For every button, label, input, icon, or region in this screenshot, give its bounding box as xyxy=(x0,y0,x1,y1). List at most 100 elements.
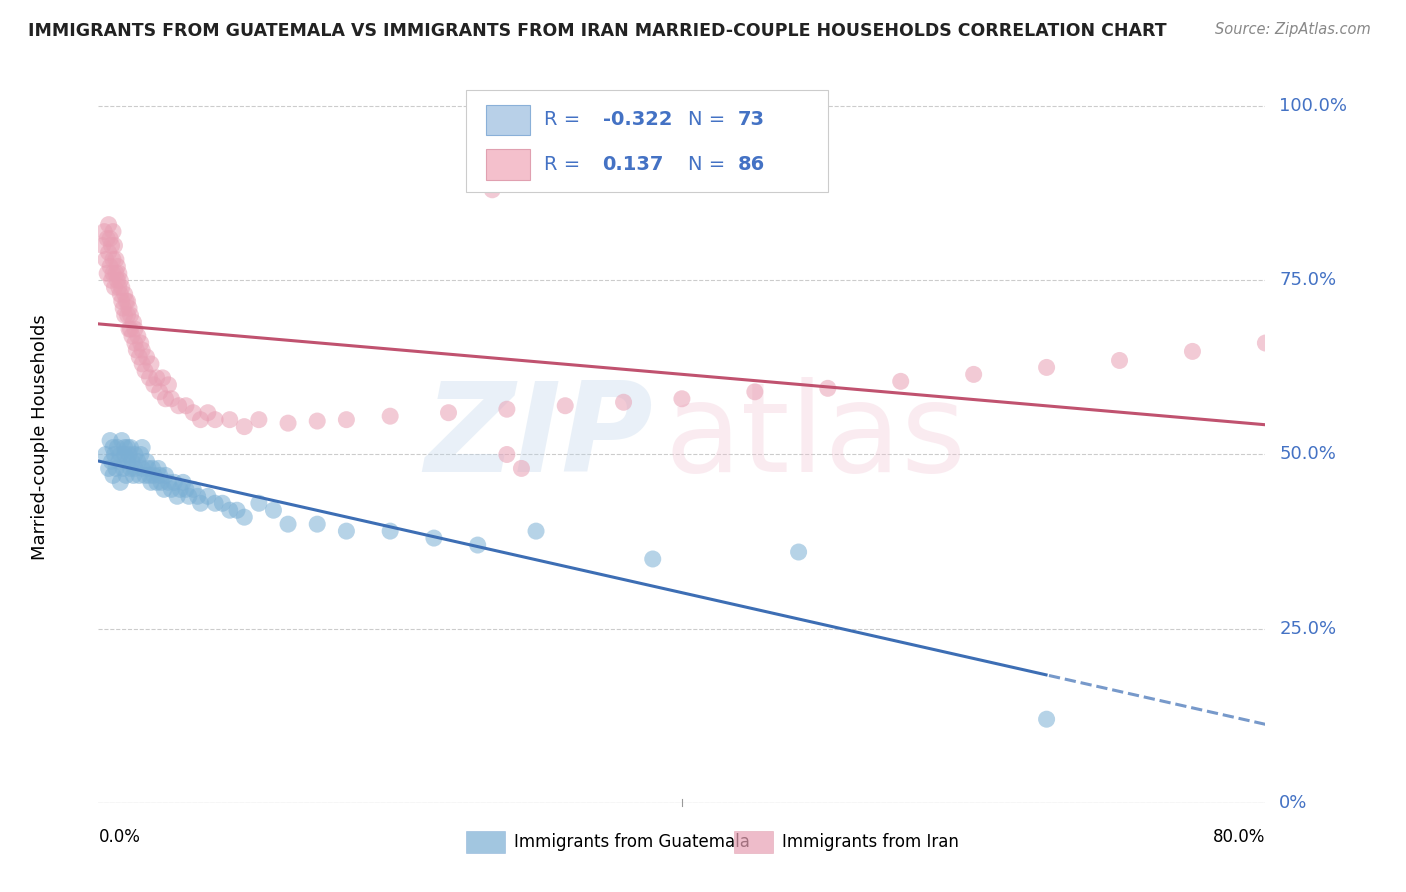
Point xyxy=(128,468,150,483)
Point xyxy=(142,377,165,392)
Point xyxy=(1108,353,1130,368)
Point xyxy=(112,301,135,316)
Point xyxy=(155,468,177,483)
Point xyxy=(124,322,146,336)
Point xyxy=(152,371,174,385)
Point xyxy=(204,496,226,510)
Point xyxy=(174,483,197,497)
Point xyxy=(91,238,114,252)
Point xyxy=(1035,712,1057,726)
Point xyxy=(190,412,212,426)
Point xyxy=(218,503,240,517)
Point xyxy=(157,377,180,392)
Point xyxy=(149,468,172,483)
Point xyxy=(127,329,149,343)
Text: ZIP: ZIP xyxy=(425,376,652,498)
Point xyxy=(139,357,162,371)
Point xyxy=(117,441,139,455)
Point xyxy=(172,475,194,490)
Point xyxy=(120,322,142,336)
Point xyxy=(110,475,132,490)
Point xyxy=(131,441,153,455)
Point xyxy=(98,231,121,245)
Point xyxy=(96,231,118,245)
Point xyxy=(247,412,270,426)
Point xyxy=(97,245,120,260)
Point xyxy=(110,273,132,287)
Text: 0%: 0% xyxy=(1279,794,1308,812)
Point xyxy=(103,238,125,252)
Text: 25.0%: 25.0% xyxy=(1279,620,1337,638)
Point xyxy=(481,183,503,197)
Point xyxy=(121,454,143,468)
Point xyxy=(467,538,489,552)
Point xyxy=(100,454,122,468)
Point xyxy=(181,406,204,420)
Point xyxy=(135,454,157,468)
Point xyxy=(524,524,547,538)
Point xyxy=(612,395,634,409)
Text: Married-couple Households: Married-couple Households xyxy=(31,314,49,560)
Point xyxy=(115,294,138,309)
Point xyxy=(307,414,329,428)
Point xyxy=(101,225,124,239)
Point xyxy=(124,336,146,351)
Point xyxy=(335,524,357,538)
Point xyxy=(181,483,204,497)
Point xyxy=(108,266,131,280)
FancyBboxPatch shape xyxy=(734,830,773,853)
Point xyxy=(641,552,664,566)
Point xyxy=(129,448,152,462)
Text: R =: R = xyxy=(544,111,586,129)
Point xyxy=(94,448,117,462)
Text: 75.0%: 75.0% xyxy=(1279,271,1337,289)
Point xyxy=(121,329,143,343)
Point xyxy=(135,350,157,364)
Point xyxy=(141,461,163,475)
Point xyxy=(671,392,693,406)
Point xyxy=(104,461,127,475)
Point xyxy=(101,252,124,267)
Text: 73: 73 xyxy=(738,111,765,129)
Point xyxy=(496,402,519,417)
Point xyxy=(103,448,125,462)
Point xyxy=(117,308,139,322)
Point xyxy=(105,273,128,287)
Point xyxy=(380,409,402,424)
Point xyxy=(115,468,138,483)
Point xyxy=(117,294,139,309)
Point xyxy=(100,273,122,287)
Point xyxy=(335,412,357,426)
Point xyxy=(101,441,124,455)
Point xyxy=(110,287,132,301)
Point xyxy=(129,336,152,351)
Point xyxy=(114,287,136,301)
Point xyxy=(146,475,169,490)
Point xyxy=(142,468,165,483)
Point xyxy=(817,381,839,395)
Point xyxy=(97,218,120,232)
Point xyxy=(197,406,219,420)
Point xyxy=(105,441,128,455)
Point xyxy=(233,510,256,524)
Point xyxy=(110,448,132,462)
Point xyxy=(118,322,141,336)
Point xyxy=(120,441,142,455)
Point xyxy=(108,454,131,468)
Point xyxy=(197,489,219,503)
Text: R =: R = xyxy=(544,155,593,174)
Point xyxy=(190,496,212,510)
Point xyxy=(174,399,197,413)
Point xyxy=(138,371,160,385)
Text: 50.0%: 50.0% xyxy=(1279,445,1336,464)
Point xyxy=(93,225,115,239)
FancyBboxPatch shape xyxy=(486,104,530,136)
Point xyxy=(122,468,145,483)
Point xyxy=(131,461,153,475)
Point xyxy=(554,399,576,413)
Point xyxy=(169,483,191,497)
Point xyxy=(120,461,142,475)
Point xyxy=(496,448,519,462)
FancyBboxPatch shape xyxy=(486,149,530,180)
FancyBboxPatch shape xyxy=(465,90,828,192)
